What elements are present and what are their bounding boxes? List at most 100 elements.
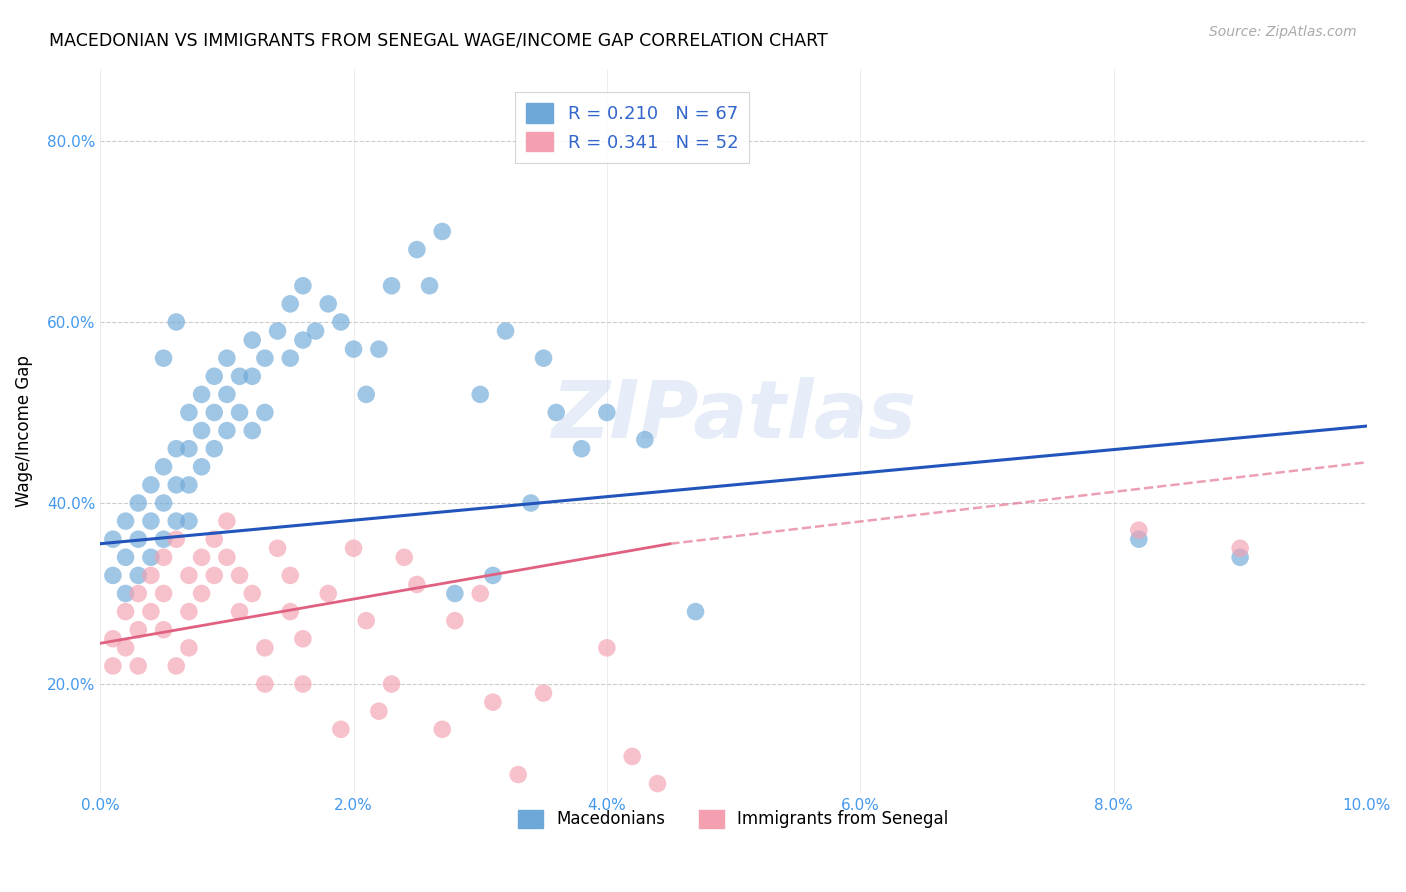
Point [621,749,644,764]
Point [596,405,619,419]
Point [139,478,162,492]
Point [139,568,162,582]
Text: Source: ZipAtlas.com: Source: ZipAtlas.com [1209,25,1357,39]
Point [278,351,301,366]
Point [165,659,187,673]
Point [202,442,225,456]
Point [406,577,429,591]
Point [228,369,250,384]
Point [432,723,454,737]
Text: ZIPatlas: ZIPatlas [551,377,917,455]
Point [342,541,364,556]
Point [291,632,314,646]
Point [316,586,339,600]
Point [228,605,250,619]
Point [444,614,467,628]
Point [152,496,174,510]
Point [1128,532,1150,546]
Point [304,324,326,338]
Point [1229,541,1251,556]
Point [114,605,136,619]
Point [190,586,212,600]
Point [202,568,225,582]
Point [202,405,225,419]
Point [190,459,212,474]
Point [152,532,174,546]
Point [215,387,238,401]
Point [546,405,568,419]
Point [419,278,441,293]
Point [101,568,124,582]
Point [127,623,149,637]
Point [278,568,301,582]
Point [634,433,657,447]
Point [354,614,377,628]
Point [291,278,314,293]
Point [596,640,619,655]
Point [571,442,593,456]
Point [114,640,136,655]
Point [240,369,263,384]
Point [380,677,402,691]
Point [165,532,187,546]
Point [291,333,314,347]
Point [533,351,555,366]
Point [127,659,149,673]
Point [215,514,238,528]
Point [520,496,543,510]
Point [495,324,517,338]
Point [114,514,136,528]
Point [253,405,276,419]
Point [165,514,187,528]
Point [177,640,200,655]
Point [278,605,301,619]
Point [266,541,288,556]
Point [432,224,454,238]
Point [165,478,187,492]
Point [152,586,174,600]
Point [177,442,200,456]
Point [392,550,416,565]
Point [1128,523,1150,537]
Point [278,297,301,311]
Y-axis label: Wage/Income Gap: Wage/Income Gap [15,355,32,507]
Point [177,405,200,419]
Point [266,324,288,338]
Point [342,342,364,356]
Point [253,640,276,655]
Point [101,659,124,673]
Point [354,387,377,401]
Point [291,677,314,691]
Point [127,532,149,546]
Point [380,278,402,293]
Point [177,605,200,619]
Point [253,677,276,691]
Point [114,550,136,565]
Point [685,605,707,619]
Point [165,442,187,456]
Point [228,568,250,582]
Point [482,568,505,582]
Point [190,424,212,438]
Point [101,632,124,646]
Point [152,459,174,474]
Legend: Macedonians, Immigrants from Senegal: Macedonians, Immigrants from Senegal [512,803,955,835]
Point [1229,550,1251,565]
Point [240,333,263,347]
Point [190,387,212,401]
Point [127,586,149,600]
Point [152,351,174,366]
Point [444,586,467,600]
Point [533,686,555,700]
Point [177,568,200,582]
Point [508,767,530,781]
Point [215,351,238,366]
Point [152,623,174,637]
Point [647,776,669,790]
Point [190,550,212,565]
Point [101,532,124,546]
Point [316,297,339,311]
Point [202,369,225,384]
Point [114,586,136,600]
Point [165,315,187,329]
